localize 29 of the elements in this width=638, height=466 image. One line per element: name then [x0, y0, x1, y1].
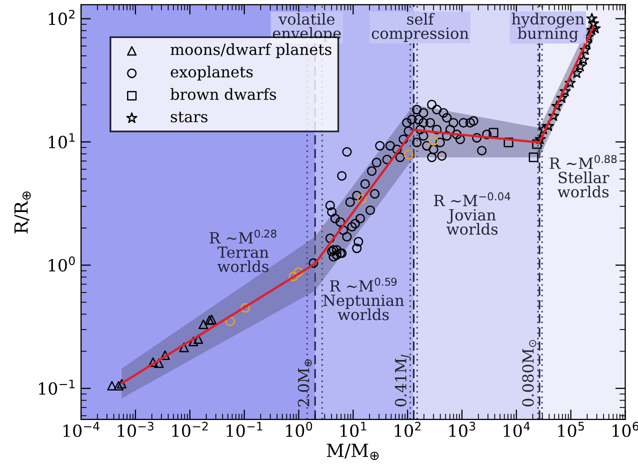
x-tick-label: 10$^{5}$: [558, 422, 584, 438]
annotation: R ~M$^{−0.04}$ Jovian worlds: [434, 192, 510, 235]
y-tick-label: 10$^{1}$: [48, 133, 75, 148]
annotation: R ~M$^{0.28}$ Terran worlds: [210, 230, 276, 272]
x-tick-label: 10$^{−1}$: [226, 422, 262, 438]
legend-label: stars: [170, 112, 208, 122]
x-tick-label: 10$^{2}$: [394, 422, 421, 438]
legend-label: moons/dwarf planets: [170, 43, 332, 58]
legend-label: exoplanets: [170, 66, 253, 81]
x-tick-label: 10$^{4}$: [504, 422, 530, 438]
ref-line-label: 2.0M$_{⊕}$: [298, 359, 312, 406]
y-axis-title: R/R$_{⊕}$: [14, 191, 31, 234]
x-tick-label: 10$^{−3}$: [118, 422, 154, 438]
ref-line-label: 0.41M$_{J}$: [394, 354, 411, 406]
annotation: R ~M$^{0.59}$ Neptunian worlds: [323, 278, 404, 320]
annotation: R ~M$^{0.88}$ Stellar worlds: [550, 154, 617, 198]
y-tick-label: 10$^{−1}$: [39, 380, 74, 395]
x-tick-label: 10$^{3}$: [449, 422, 476, 438]
x-tick-label: 10$^{−2}$: [172, 422, 208, 438]
ref-line-label: 0.080M$_{⊙}$: [522, 340, 536, 406]
legend-label: brown dwarfs: [170, 88, 276, 100]
x-tick-label: 10$^{0}$: [286, 422, 312, 438]
x-axis-title: M/M$_{⊕}$: [326, 444, 379, 460]
y-tick-label: 10$^{2}$: [48, 10, 74, 26]
x-tick-label: 10$^{1}$: [340, 422, 366, 438]
x-tick-label: 10$^{−4}$: [63, 422, 100, 438]
annotation: self compression: [372, 12, 469, 42]
annotation: hydrogen burning: [512, 12, 584, 42]
y-tick-label: 10$^{0}$: [48, 256, 75, 272]
